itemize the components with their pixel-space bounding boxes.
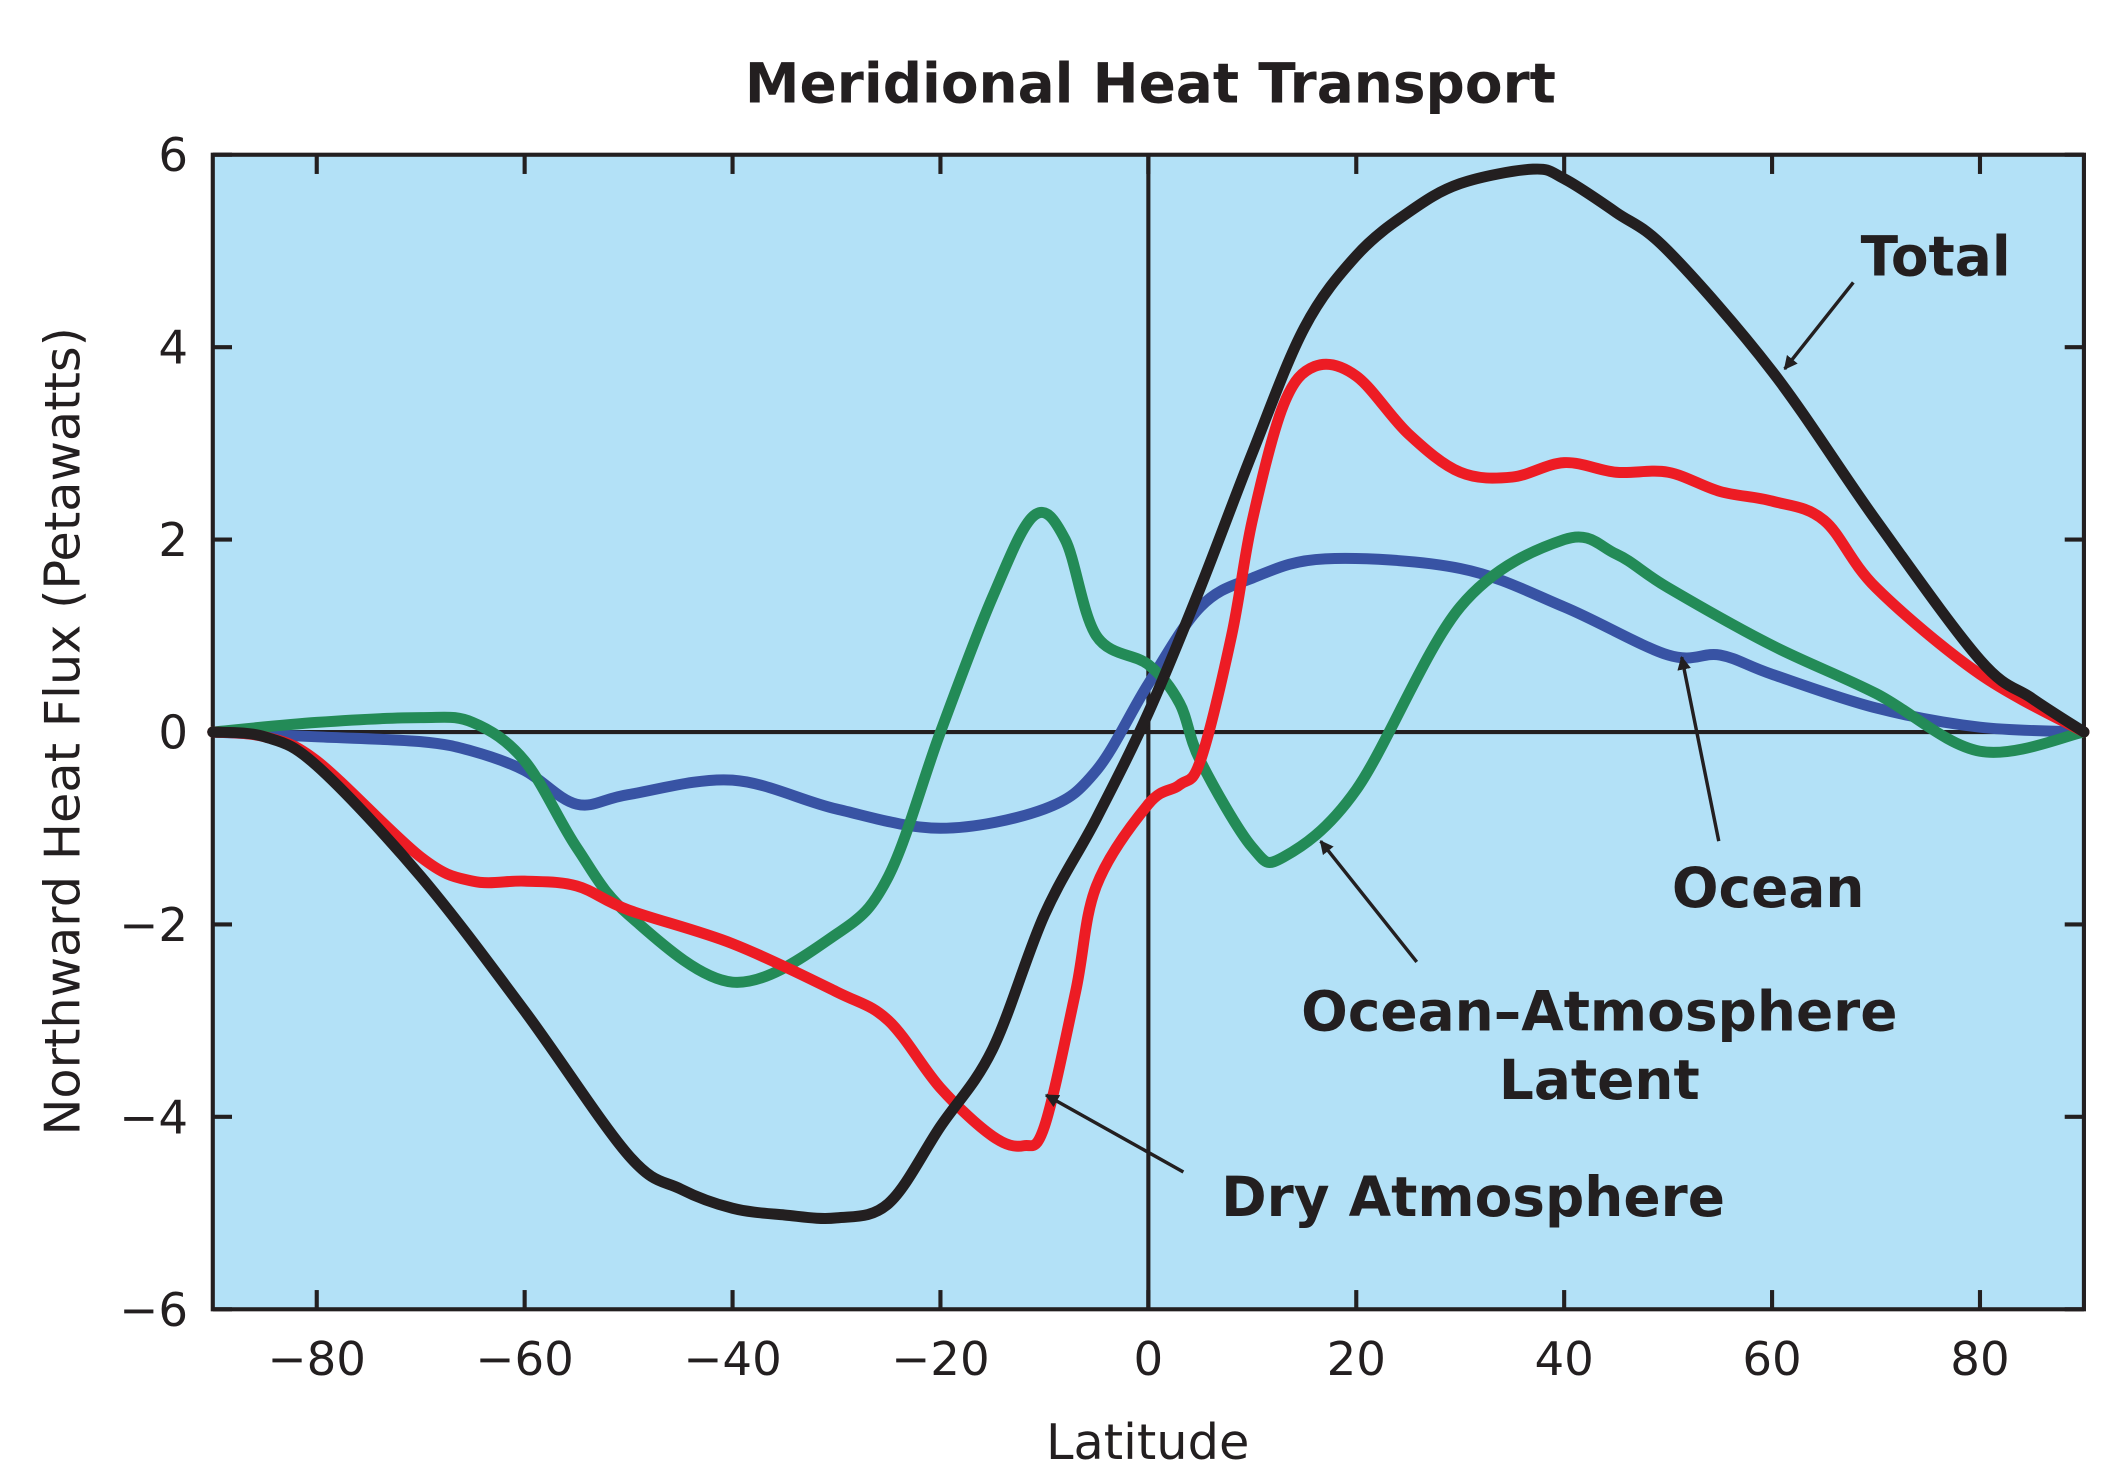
series-line-ocean — [207, 552, 2090, 834]
annotation-arrow-icon — [1677, 655, 1721, 842]
x-tick-label: 40 — [1534, 1333, 1593, 1387]
x-tick-label: −80 — [268, 1333, 366, 1387]
x-tick-label: 60 — [1742, 1333, 1801, 1387]
series-line-total — [207, 163, 2090, 1224]
x-tick-label: 80 — [1950, 1333, 2009, 1387]
x-tick-label: −60 — [475, 1333, 573, 1387]
x-tick-label: 0 — [1134, 1333, 1164, 1387]
x-axis-label: Latitude — [1046, 1413, 1249, 1471]
y-tick-label: 0 — [158, 706, 188, 760]
y-tick-label: 2 — [158, 514, 188, 568]
x-tick-label: −40 — [683, 1333, 781, 1387]
y-axis-label: Northward Heat Flux (Petawatts) — [34, 327, 92, 1135]
y-tick-label: 4 — [158, 322, 188, 376]
y-tick-label: −2 — [119, 899, 188, 953]
x-tick-label: −20 — [891, 1333, 989, 1387]
series-line-ocean-atmosphere-latent — [207, 506, 2090, 988]
y-tick-label: −4 — [119, 1091, 188, 1145]
annotation-label: Total — [1861, 225, 2011, 289]
annotation-label: Ocean — [1672, 856, 1865, 920]
annotation-arrow-icon — [1319, 840, 1419, 964]
series-line-dry-atmosphere — [207, 358, 2090, 1152]
annotation-arrow-icon — [1783, 281, 1855, 370]
annotation-arrow-icon — [1044, 1093, 1185, 1174]
annotation-label: Latent — [1499, 1048, 1700, 1112]
chart-title: Meridional Heat Transport — [745, 52, 1556, 116]
y-tick-label: 6 — [158, 129, 188, 183]
annotation-label: Dry Atmosphere — [1221, 1165, 1725, 1229]
annotation-label: Ocean–Atmosphere — [1301, 980, 1897, 1044]
x-tick-label: 20 — [1327, 1333, 1386, 1387]
y-tick-label: −6 — [119, 1284, 188, 1338]
